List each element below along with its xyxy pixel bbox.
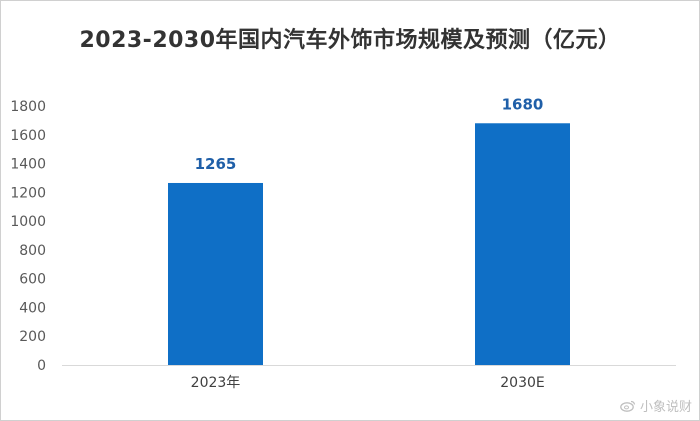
y-tick-label: 1200 [10,185,46,201]
y-tick-label: 0 [37,358,46,374]
y-tick-label: 1000 [10,214,46,230]
x-tick-label: 2023年 [191,375,241,391]
y-tick-label: 600 [19,272,46,288]
data-label: 1680 [502,95,544,113]
x-axis: 2023年 2030E [191,375,545,391]
weibo-icon [620,400,636,412]
bar [168,182,263,365]
chart-title: 2023-2030年国内汽车外饰市场规模及预测（亿元） [79,28,621,53]
y-tick-label: 1400 [10,157,46,173]
y-tick-label: 800 [19,243,46,259]
y-tick-label: 1600 [10,128,46,144]
bars [168,123,570,366]
watermark: 小象说财 [620,396,692,415]
y-tick-label: 1800 [10,99,46,115]
data-label: 1265 [195,155,237,173]
y-tick-label: 200 [19,329,46,345]
x-tick-label: 2030E [500,375,544,391]
bar [475,123,570,366]
data-labels: 1265 1680 [195,95,544,173]
watermark-text: 小象说财 [639,400,692,415]
y-axis: 0 200 400 600 800 1000 1200 1400 1600 1800 [10,99,46,374]
y-tick-label: 400 [19,300,46,316]
